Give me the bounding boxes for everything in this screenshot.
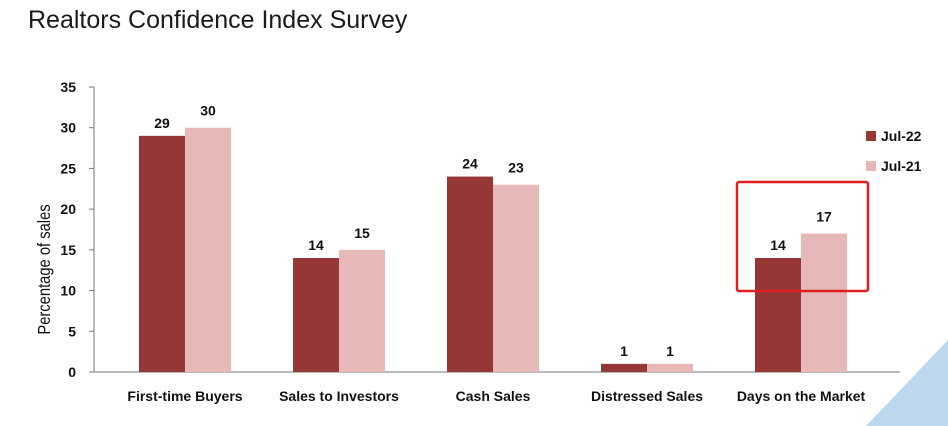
data-label: 15 bbox=[354, 225, 370, 241]
y-tick-label: 35 bbox=[60, 79, 76, 95]
data-label: 17 bbox=[816, 209, 832, 225]
legend-swatch bbox=[866, 161, 876, 171]
y-tick-label: 5 bbox=[68, 323, 76, 339]
data-label: 14 bbox=[770, 237, 786, 253]
x-category-label: Days on the Market bbox=[737, 388, 866, 404]
chart-labels: First-time Buyers 29 30 Sales to Investors 1… bbox=[127, 103, 865, 404]
y-tick-label: 10 bbox=[60, 283, 76, 299]
y-tick-label: 25 bbox=[60, 160, 76, 176]
y-tick-label: 30 bbox=[60, 120, 76, 136]
data-label: 23 bbox=[508, 160, 524, 176]
highlight-box bbox=[735, 180, 870, 293]
chart-bars bbox=[139, 127, 847, 372]
bar-jul-22 bbox=[601, 363, 647, 372]
bar-jul-22 bbox=[755, 258, 801, 372]
chart-title: Realtors Confidence Index Survey bbox=[28, 6, 408, 34]
data-label: 1 bbox=[620, 343, 628, 359]
x-category-label: Sales to Investors bbox=[279, 388, 399, 404]
bar-jul-21 bbox=[185, 127, 231, 372]
x-category-label: First-time Buyers bbox=[127, 388, 242, 404]
bar-jul-21 bbox=[339, 249, 385, 372]
corner-accent-shape bbox=[866, 340, 948, 426]
y-tick-label: 0 bbox=[68, 364, 76, 380]
legend-swatch bbox=[866, 131, 876, 141]
chart-decor bbox=[735, 180, 948, 426]
x-category-label: Cash Sales bbox=[456, 388, 531, 404]
y-tick-label: 15 bbox=[60, 242, 76, 258]
data-label: 14 bbox=[308, 237, 324, 253]
chart-legend: Jul-22 Jul-21 bbox=[866, 128, 922, 174]
data-label: 29 bbox=[154, 115, 170, 131]
y-tick-label: 20 bbox=[60, 201, 76, 217]
data-label: 24 bbox=[462, 156, 478, 172]
legend-label: Jul-22 bbox=[881, 128, 922, 144]
bar-jul-21 bbox=[801, 233, 847, 372]
y-axis-title: Percentage of sales bbox=[35, 204, 55, 334]
bar-jul-21 bbox=[493, 184, 539, 372]
legend-label: Jul-21 bbox=[881, 158, 922, 174]
data-label: 1 bbox=[666, 343, 674, 359]
bar-jul-22 bbox=[293, 258, 339, 372]
bar-jul-22 bbox=[139, 135, 185, 372]
bar-jul-21 bbox=[647, 363, 693, 372]
x-category-label: Distressed Sales bbox=[591, 388, 703, 404]
bar-jul-22 bbox=[447, 176, 493, 372]
data-label: 30 bbox=[200, 103, 216, 119]
